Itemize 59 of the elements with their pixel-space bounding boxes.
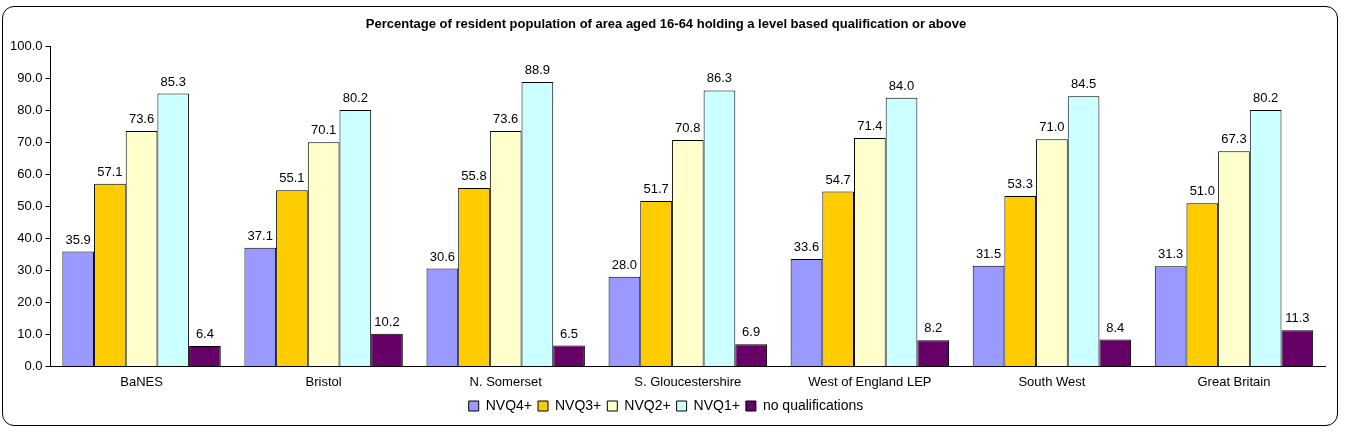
data-label: 31.3 [1157,246,1184,262]
y-tick-label: 100.0 [9,38,43,54]
data-label: 8.2 [924,320,943,336]
data-label: 37.1 [247,227,273,243]
data-label: 6.4 [195,326,214,342]
y-tick-label: 20.0 [17,294,43,310]
data-label: 6.9 [742,324,761,340]
data-label: 88.9 [524,62,551,78]
legend-label: NVQ1+ [693,396,740,413]
data-label: 80.2 [342,90,368,105]
data-label: 33.6 [793,239,820,255]
data-label: 35.9 [65,231,91,247]
data-label: 55.1 [279,170,305,186]
data-label: 8.4 [1106,319,1125,335]
data-label: 54.7 [825,171,851,187]
data-label: 11.3 [1285,310,1310,326]
data-label: 51.0 [1189,183,1215,199]
y-tick-label: 80.0 [17,102,43,118]
y-tick-label: 90.0 [17,70,43,86]
y-tick-label: 0.0 [24,357,43,373]
data-label: 73.6 [128,111,155,127]
data-label: 86.3 [706,70,733,86]
y-tick-label: 10.0 [17,326,43,341]
y-tick-label: 40.0 [17,230,43,246]
y-tick-label: 30.0 [17,262,43,278]
data-label: 10.2 [374,313,400,329]
x-tick-label: Great Britain [1197,373,1271,389]
data-label: 70.8 [675,120,701,136]
x-tick-label: BaNES [120,373,164,389]
y-tick-label: 70.0 [17,134,43,150]
data-label: 85.3 [160,73,186,89]
data-label: 84.0 [888,77,915,93]
y-tick-label: 60.0 [17,166,43,182]
x-tick-label: S. Gloucestershire [634,373,742,389]
data-label: 73.6 [493,111,519,127]
legend-label: NVQ3+ [555,396,602,413]
data-label: 57.1 [97,163,123,179]
data-label: 84.5 [1070,76,1097,92]
data-label: 55.8 [461,168,487,184]
data-label: 71.4 [857,118,883,134]
x-tick-label: N. Somerset [469,373,543,389]
data-label: 70.1 [310,122,337,138]
data-label: 30.6 [429,248,455,264]
y-tick-label: 50.0 [17,198,43,214]
legend-label: NVQ2+ [624,396,671,413]
chart-title: Percentage of resident population of area aged 16-64 holding a level based qualification or above [365,16,967,32]
x-tick-label: South West [1018,373,1086,389]
data-label: 6.5 [560,325,579,341]
data-label: 28.0 [611,256,638,272]
data-label: 51.7 [643,181,669,197]
data-label: 53.3 [1007,176,1033,192]
x-tick-label: West of England LEP [808,373,932,389]
data-label: 31.5 [975,245,1002,261]
data-label: 67.3 [1221,131,1247,147]
data-label: 80.2 [1252,90,1279,105]
legend-label: no qualifications [762,396,864,413]
legend-label: NVQ4+ [485,396,533,413]
x-tick-label: Bristol [305,373,342,389]
data-label: 71.0 [1039,119,1065,135]
